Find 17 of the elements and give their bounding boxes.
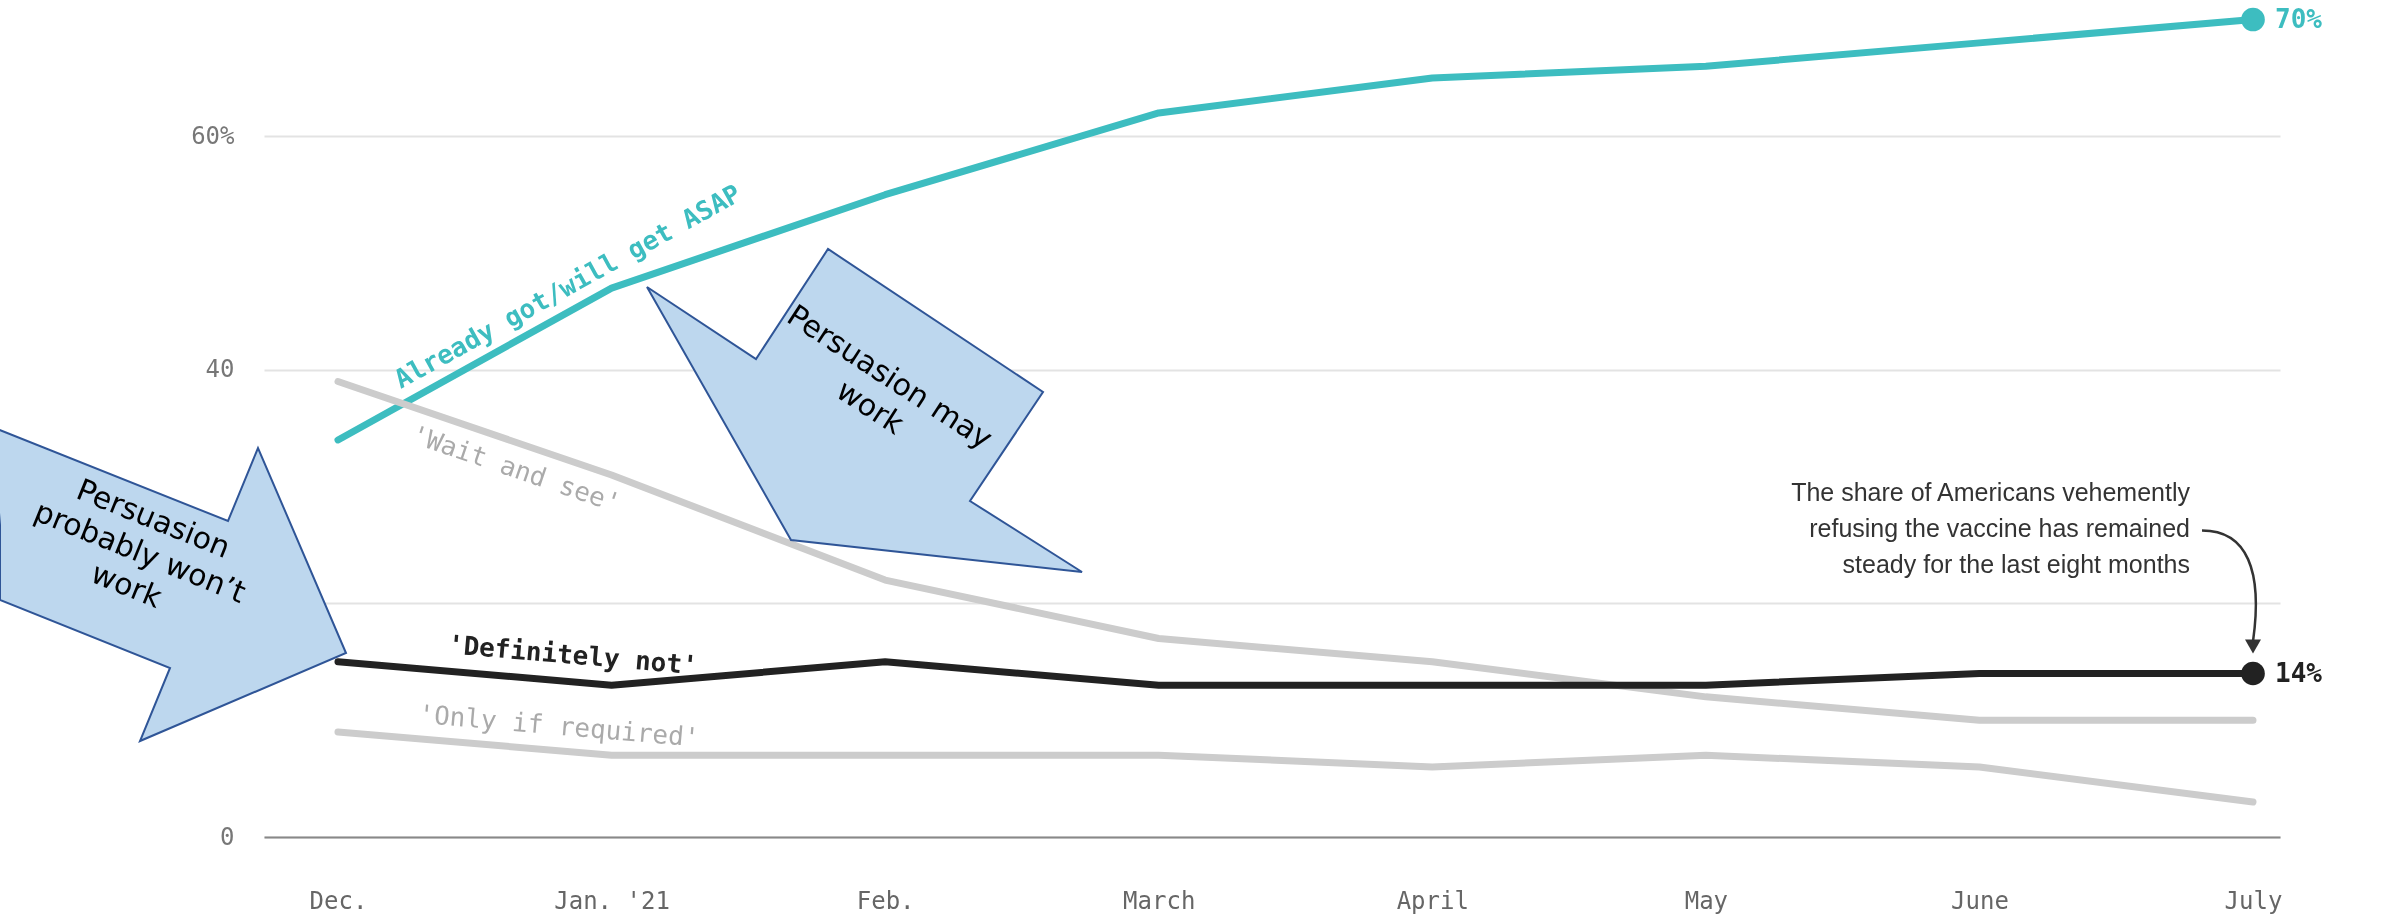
series-label: 'Only if required' [417, 698, 701, 753]
x-tick-label: Jan. '21 [554, 886, 670, 915]
x-tick-label: May [1684, 886, 1729, 915]
x-tick-label: Feb. [856, 886, 915, 915]
y-tick-label: 0 [220, 822, 235, 851]
text: 'Wait and see' [407, 419, 625, 519]
y-tick-label: 60% [191, 121, 236, 150]
y-tick-label: 40 [205, 355, 235, 384]
x-tick-label: Dec. [309, 886, 368, 915]
series-label: 'Definitely not' [446, 629, 699, 681]
data-label: 70% [2275, 3, 2323, 34]
x-tick-label: March [1123, 886, 1196, 915]
x-tick-label: April [1396, 886, 1469, 915]
x-tick-label: July [2224, 886, 2283, 915]
x-tick-label: June [1951, 886, 2009, 915]
annotation: The share of Americans vehemently refusing the vaccine has remained steady for the last eight months [1791, 477, 2191, 578]
data-label: 14% [2275, 657, 2323, 688]
